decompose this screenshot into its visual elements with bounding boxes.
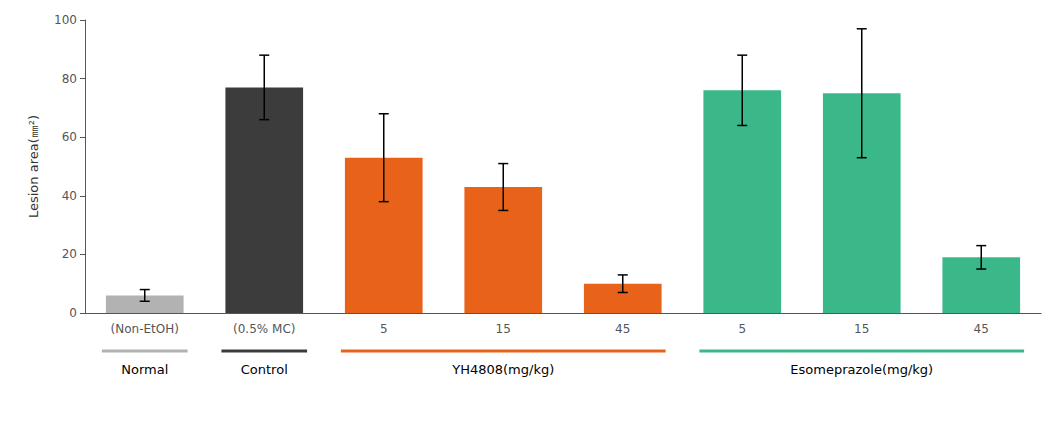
svg-text:80: 80 (62, 72, 77, 86)
svg-text:5: 5 (738, 322, 746, 336)
svg-text:20: 20 (62, 247, 77, 261)
svg-text:YH4808(mg/kg): YH4808(mg/kg) (451, 362, 554, 377)
svg-text:15: 15 (854, 322, 869, 336)
svg-text:(0.5% MC): (0.5% MC) (233, 322, 295, 336)
svg-text:(Non-EtOH): (Non-EtOH) (111, 322, 179, 336)
svg-text:60: 60 (62, 130, 77, 144)
svg-text:Lesion area(㎜²): Lesion area(㎜²) (26, 115, 41, 218)
svg-text:45: 45 (974, 322, 989, 336)
svg-text:Control: Control (241, 362, 288, 377)
svg-text:100: 100 (54, 13, 77, 27)
svg-text:Esomeprazole(mg/kg): Esomeprazole(mg/kg) (790, 362, 933, 377)
svg-text:45: 45 (615, 322, 630, 336)
svg-text:5: 5 (380, 322, 388, 336)
svg-text:15: 15 (496, 322, 511, 336)
svg-text:40: 40 (62, 189, 77, 203)
svg-text:Normal: Normal (121, 362, 168, 377)
svg-text:0: 0 (69, 306, 77, 320)
